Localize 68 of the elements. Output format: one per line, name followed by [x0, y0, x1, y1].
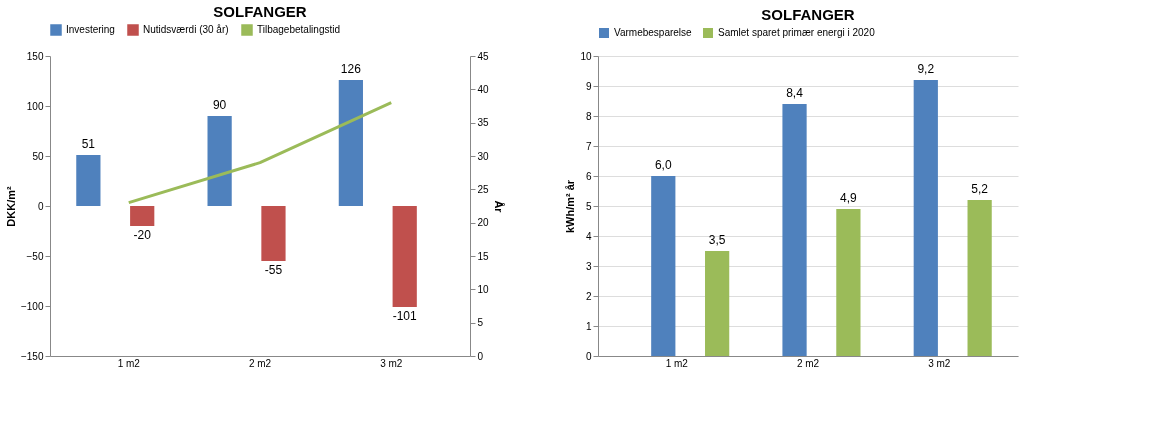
- data-label: 90: [212, 98, 227, 112]
- y-tick-label: 150: [26, 50, 44, 62]
- x-tick-label: 1 m2: [117, 357, 141, 369]
- x-tick-label: 2 m2: [248, 357, 272, 369]
- y2-tick-label: 15: [477, 250, 490, 262]
- x-tick-label: 1 m2: [665, 357, 689, 369]
- data-label: 6,0: [654, 158, 672, 172]
- y2-tick-label: 20: [477, 217, 490, 229]
- bar: [651, 176, 676, 356]
- chart-title: SOLFANGER: [761, 6, 855, 23]
- data-label: -101: [392, 309, 418, 323]
- y-tick-label: 8: [585, 110, 592, 122]
- legend-label: Varmebesparelse: [614, 27, 693, 38]
- legend-label: Tilbagebetalingstid: [257, 24, 341, 35]
- y-tick-label: 50: [32, 150, 44, 162]
- y-tick-label: 10: [580, 50, 592, 62]
- legend-label: Investering: [66, 24, 115, 35]
- x-tick-label: 3 m2: [380, 357, 403, 369]
- x-tick-label: 3 m2: [928, 357, 951, 369]
- y-tick-label: 5: [585, 200, 592, 212]
- bar: [76, 155, 101, 206]
- y-tick-label: −150: [20, 350, 44, 362]
- data-label: 126: [340, 62, 362, 76]
- bar: [967, 200, 992, 356]
- bar: [207, 116, 232, 206]
- bar: [130, 206, 155, 226]
- y-tick-label: 1: [585, 320, 592, 332]
- y-tick-label: 0: [585, 350, 592, 362]
- chart-title: SOLFANGER: [213, 3, 307, 20]
- data-label: -20: [133, 228, 152, 242]
- y2-tick-label: 10: [477, 283, 490, 295]
- data-label: 4,9: [840, 191, 858, 205]
- x-tick-label: 2 m2: [796, 357, 820, 369]
- bar: [782, 104, 807, 356]
- y-tick-label: 4: [585, 230, 592, 242]
- bar: [836, 209, 861, 356]
- bar: [261, 206, 286, 261]
- y2-tick-label: 5: [477, 317, 484, 329]
- y2-tick-label: 40: [477, 83, 490, 95]
- legend-label: Nutidsværdi (30 år): [143, 24, 229, 35]
- bar: [705, 251, 730, 356]
- data-label: 51: [81, 137, 96, 151]
- y2-tick-label: 0: [477, 350, 484, 362]
- data-label: 3,5: [708, 233, 726, 247]
- y-tick-label: 0: [37, 200, 44, 212]
- y-tick-label: 6: [585, 170, 592, 182]
- bar: [392, 206, 417, 307]
- y-tick-label: 7: [585, 140, 592, 152]
- y2-tick-label: 30: [477, 150, 490, 162]
- y2-tick-label: 35: [477, 117, 490, 129]
- y2-axis-title: År: [492, 200, 505, 214]
- data-label: 8,4: [786, 86, 804, 100]
- y-tick-label: 2: [585, 290, 592, 302]
- y-tick-label: −100: [20, 300, 44, 312]
- y-tick-label: −50: [26, 250, 44, 262]
- y-tick-label: 100: [26, 100, 44, 112]
- data-label: -55: [264, 263, 283, 277]
- y-tick-label: 3: [585, 260, 592, 272]
- data-label: 9,2: [917, 62, 935, 76]
- y2-tick-label: 45: [477, 50, 490, 62]
- y2-tick-label: 25: [477, 183, 490, 195]
- bar: [338, 80, 363, 206]
- bar: [913, 80, 938, 356]
- data-label: 5,2: [971, 182, 989, 196]
- legend-label: Samlet sparet primær energi i 2020: [718, 27, 876, 38]
- y-axis-title: kWh/m² år: [564, 179, 577, 234]
- y-axis-title: DKK/m²: [4, 186, 17, 227]
- y-tick-label: 9: [585, 80, 592, 92]
